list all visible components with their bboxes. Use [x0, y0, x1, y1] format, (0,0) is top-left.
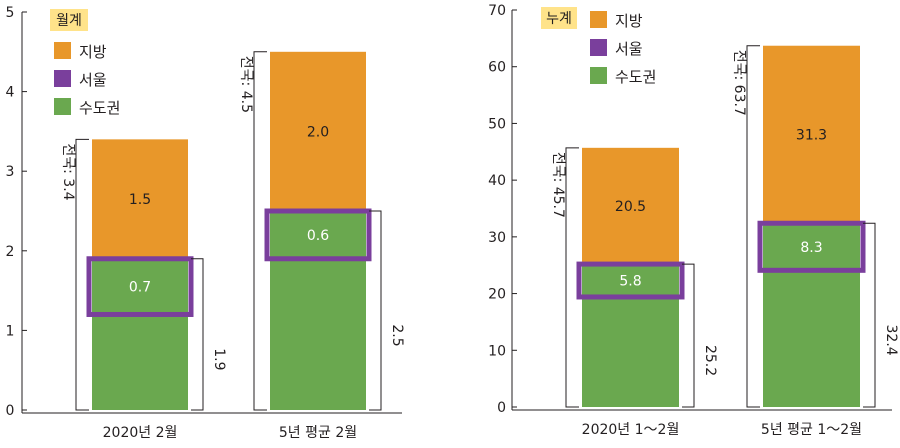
y-tick-label: 40: [488, 173, 506, 189]
bar-segment-jibang: [270, 51, 366, 211]
x-tick-label: 2020년 1～2월: [582, 422, 680, 438]
y-tick-label: 30: [488, 230, 506, 246]
data-label-seoul: 5.8: [619, 274, 641, 290]
y-tick-label: 1: [6, 323, 15, 339]
legend-title: 누계: [546, 11, 572, 27]
data-label-seoul: 0.7: [129, 280, 151, 296]
legend-swatch: [54, 98, 71, 115]
bar-outline-seoul: [576, 261, 685, 300]
chart-panel-2: 0 10 20 30 40 50 60 70 5.8 20.5 25.2 전국: 45.7 2020년 …: [488, 3, 899, 438]
legend-label: 서울: [79, 71, 107, 89]
data-label-sudogwon: 1.9: [211, 348, 227, 370]
data-label-seoul: 8.3: [800, 240, 822, 256]
bracket-total: [746, 45, 760, 408]
bracket-sudogwon: [191, 258, 204, 411]
x-tick-label: 5년 평균 2월: [279, 425, 357, 441]
legend-title-bg: [541, 7, 577, 29]
y-tick-label: 0: [497, 400, 506, 416]
bracket-total: [75, 138, 89, 411]
legend-swatch: [590, 67, 607, 84]
legend-swatch: [54, 70, 71, 87]
legend-label: 지방: [79, 43, 107, 61]
legend-swatch: [590, 39, 607, 56]
x-tick-label: 2020년 2월: [103, 425, 178, 441]
legend-label: 수도권: [615, 68, 656, 86]
chart-panel-1: 0 1 2 3 4 5 0.7 1.5 1.9 전국: 3.4 2020년 2월 0.6 2.0 2.5 전…: [6, 5, 405, 441]
data-label-jibang: 20.5: [615, 199, 646, 215]
bracket-sudogwon: [369, 210, 382, 411]
bar-segment-sudogwon: [270, 211, 366, 410]
bar-outline-seoul: [86, 256, 194, 317]
legend-title-bg: [50, 9, 88, 31]
data-label-sudogwon: 32.4: [883, 325, 899, 356]
bar-segment-jibang: [92, 139, 188, 259]
y-tick-label: 5: [6, 5, 15, 21]
bar-segment-jibang: [582, 147, 679, 265]
bracket-total: [565, 147, 579, 408]
data-label-jibang: 1.5: [129, 192, 151, 208]
legend-label: 수도권: [79, 99, 120, 117]
data-label-total: 전국: 45.7: [550, 152, 566, 218]
legend-swatch: [590, 11, 607, 28]
y-tick-label: 70: [488, 3, 506, 19]
bar-segment-sudogwon: [582, 264, 679, 407]
data-label-total: 전국: 63.7: [731, 50, 747, 116]
bracket-sudogwon: [863, 222, 876, 408]
y-tick-label: 20: [488, 287, 506, 303]
bar-outline-seoul: [757, 220, 866, 273]
y-tick-label: 10: [488, 343, 506, 359]
data-label-jibang: 2.0: [307, 124, 329, 140]
data-label-sudogwon: 25.2: [702, 345, 718, 376]
y-tick-label: 60: [488, 60, 506, 76]
bracket-sudogwon: [682, 263, 695, 408]
data-label-total: 전국: 4.5: [238, 56, 254, 113]
data-label-seoul: 0.6: [307, 228, 329, 244]
legend-title: 월계: [56, 13, 82, 29]
data-label-sudogwon: 2.5: [389, 324, 405, 346]
legend-label: 서울: [615, 40, 643, 58]
data-label-total: 전국: 3.4: [60, 143, 76, 200]
bar-outline-seoul: [264, 208, 372, 262]
y-tick-label: 50: [488, 116, 506, 132]
bar-segment-sudogwon: [763, 223, 860, 407]
bar-segment-jibang: [763, 45, 860, 224]
y-tick-label: 2: [6, 244, 15, 260]
legend-label: 지방: [615, 12, 643, 30]
y-tick-label: 0: [6, 403, 15, 419]
bar-segment-sudogwon: [92, 258, 188, 410]
data-label-jibang: 31.3: [796, 127, 827, 143]
y-tick-label: 3: [6, 164, 15, 180]
y-tick-label: 4: [6, 85, 15, 101]
x-tick-label: 5년 평균 1～2월: [761, 422, 862, 438]
legend-swatch: [54, 42, 71, 59]
bracket-total: [253, 51, 267, 411]
